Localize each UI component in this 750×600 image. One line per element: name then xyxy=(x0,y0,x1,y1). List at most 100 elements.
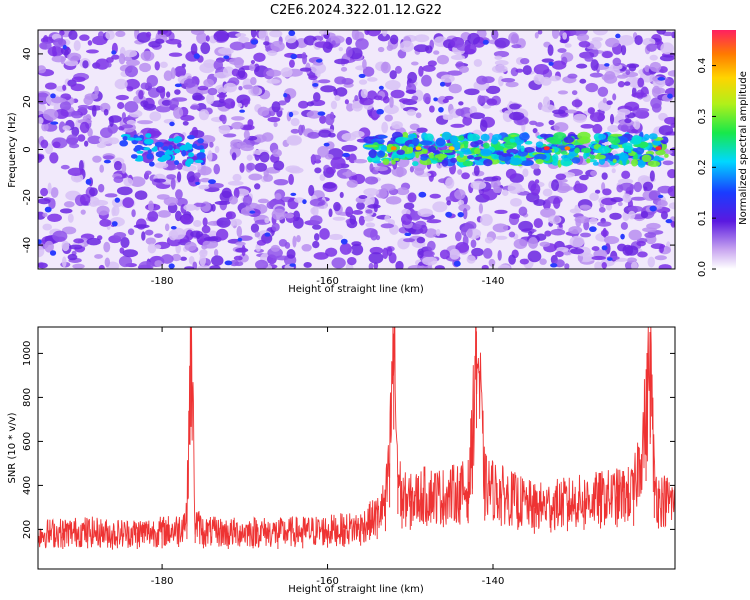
noise-blob xyxy=(626,257,637,263)
signal-blob xyxy=(424,133,434,142)
noise-blob xyxy=(631,92,648,98)
noise-blob xyxy=(183,204,197,211)
noise-blob xyxy=(592,123,603,134)
noise-blob xyxy=(188,255,195,265)
signal-blob xyxy=(543,152,551,162)
noise-blob xyxy=(470,180,487,190)
noise-blob xyxy=(252,85,260,95)
noise-blob xyxy=(272,149,282,158)
noise-blob xyxy=(127,228,135,236)
signal-blob xyxy=(539,133,548,138)
noise-spot xyxy=(317,111,326,116)
noise-blob xyxy=(589,192,599,202)
noise-blob xyxy=(481,264,489,269)
noise-blob xyxy=(427,60,437,67)
noise-blob xyxy=(356,201,365,210)
noise-blob xyxy=(484,236,494,244)
noise-blob xyxy=(207,87,218,96)
noise-blob xyxy=(67,253,78,261)
noise-blob xyxy=(319,174,326,181)
noise-blob xyxy=(312,92,321,102)
noise-blob xyxy=(519,258,529,265)
noise-blob xyxy=(625,69,631,76)
noise-blob xyxy=(569,235,585,248)
noise-blob xyxy=(328,233,343,241)
noise-blob xyxy=(270,244,281,252)
noise-blob xyxy=(334,95,341,102)
noise-blob xyxy=(123,49,138,58)
noise-blob xyxy=(41,122,49,132)
noise-blob xyxy=(267,50,278,57)
signal-blob xyxy=(577,131,591,140)
noise-spot xyxy=(323,142,330,147)
snr-ytick-label: 200 xyxy=(22,520,33,539)
noise-blob xyxy=(391,121,403,130)
noise-blob xyxy=(473,58,483,67)
noise-blob xyxy=(584,56,594,62)
noise-blob xyxy=(38,65,47,74)
noise-blob xyxy=(318,30,330,35)
noise-blob xyxy=(203,236,219,242)
noise-blob xyxy=(160,254,174,264)
noise-blob xyxy=(513,238,528,250)
noise-blob xyxy=(345,46,353,58)
noise-blob xyxy=(87,196,100,207)
signal-blob xyxy=(122,135,128,141)
noise-blob xyxy=(209,265,221,269)
noise-blob xyxy=(115,94,129,101)
signal-blob xyxy=(134,158,144,162)
noise-blob xyxy=(134,190,148,201)
noise-blob xyxy=(422,65,436,72)
noise-blob xyxy=(659,54,675,62)
noise-blob xyxy=(624,81,631,86)
noise-blob xyxy=(144,229,154,236)
noise-blob xyxy=(159,61,168,68)
noise-blob xyxy=(414,167,425,176)
noise-blob xyxy=(67,167,84,176)
noise-blob xyxy=(219,91,225,102)
noise-blob xyxy=(502,110,514,123)
noise-blob xyxy=(476,75,488,85)
noise-blob xyxy=(609,113,615,125)
noise-blob xyxy=(297,100,309,109)
noise-blob xyxy=(553,122,569,132)
noise-blob xyxy=(250,59,256,65)
noise-blob xyxy=(52,38,67,47)
noise-blob xyxy=(386,44,394,52)
noise-blob xyxy=(108,137,120,145)
noise-spot xyxy=(193,53,200,59)
noise-blob xyxy=(229,41,245,51)
noise-blob xyxy=(457,199,465,206)
noise-blob xyxy=(509,111,525,121)
noise-blob xyxy=(309,215,323,225)
noise-blob xyxy=(424,228,438,238)
noise-blob xyxy=(429,105,435,113)
noise-blob xyxy=(60,164,70,170)
noise-blob xyxy=(627,205,643,213)
noise-blob xyxy=(168,52,183,57)
noise-blob xyxy=(290,128,300,134)
noise-spot xyxy=(445,211,453,218)
colorbar-tick-label: 0.1 xyxy=(697,210,708,226)
noise-blob xyxy=(121,124,134,129)
noise-blob xyxy=(426,219,442,224)
noise-blob xyxy=(444,95,454,100)
noise-blob xyxy=(552,109,566,115)
signal-blob xyxy=(168,138,175,142)
noise-blob xyxy=(52,230,68,242)
noise-blob xyxy=(159,88,166,99)
noise-blob xyxy=(365,222,376,228)
noise-blob xyxy=(66,134,79,146)
noise-blob xyxy=(668,202,675,210)
signal-blob xyxy=(506,148,519,155)
noise-blob xyxy=(169,98,180,108)
noise-blob xyxy=(50,187,59,198)
noise-blob xyxy=(381,121,389,134)
noise-blob xyxy=(118,255,133,268)
signal-peak xyxy=(543,146,550,151)
signal-blob xyxy=(146,153,154,160)
noise-blob xyxy=(590,170,597,177)
noise-blob xyxy=(520,57,530,65)
noise-blob xyxy=(620,124,629,133)
noise-blob xyxy=(579,174,589,181)
